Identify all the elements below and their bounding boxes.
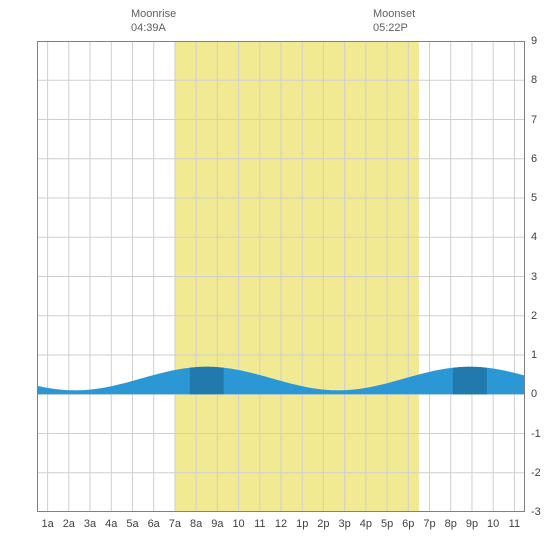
y-tick-label: 7 [531,114,537,126]
chart-plot-area [37,41,525,512]
tide-moon-chart-container: Moonrise 04:39A Moonset 05:22P 1a 2a 3a 4a 5… [0,0,550,550]
x-tick-label: 3p [339,518,351,530]
moonrise-label: Moonrise [131,8,176,20]
x-tick-label: 4p [360,518,372,530]
x-tick-label: 8p [445,518,457,530]
x-tick-label: 2a [63,518,75,530]
y-tick-label: 6 [531,153,537,165]
y-tick-label: 9 [531,35,537,47]
moonset-annotation: Moonset 05:22P [373,7,415,36]
y-tick-label: 0 [531,388,537,400]
x-tick-label: 7p [423,518,435,530]
x-tick-label: 1a [41,518,53,530]
y-tick-label: -1 [531,428,541,440]
moonset-time: 05:22P [373,22,408,34]
moonset-label: Moonset [373,8,415,20]
x-tick-label: 5p [381,518,393,530]
y-tick-label: 3 [531,271,537,283]
moonrise-annotation: Moonrise 04:39A [131,7,176,36]
moonrise-time: 04:39A [131,22,166,34]
chart-svg [37,41,525,512]
x-tick-label: 4a [105,518,117,530]
y-tick-label: -2 [531,467,541,479]
x-tick-label: 9p [466,518,478,530]
x-tick-label: 10 [487,518,499,530]
y-tick-label: 2 [531,310,537,322]
x-tick-label: 11 [254,518,265,530]
x-tick-label: 12 [275,518,287,530]
y-tick-label: -3 [531,506,541,518]
x-tick-label: 5a [126,518,138,530]
x-tick-label: 11 [509,518,520,530]
x-tick-label: 8a [190,518,202,530]
y-tick-label: 8 [531,74,537,86]
y-tick-label: 4 [531,231,537,243]
x-tick-label: 7a [169,518,181,530]
x-tick-label: 1p [296,518,308,530]
y-tick-label: 5 [531,192,537,204]
x-tick-label: 9a [211,518,223,530]
x-tick-label: 2p [317,518,329,530]
y-tick-label: 1 [531,349,537,361]
x-tick-label: 6p [402,518,414,530]
x-tick-label: 3a [84,518,96,530]
x-tick-label: 10 [232,518,244,530]
x-tick-label: 6a [148,518,160,530]
